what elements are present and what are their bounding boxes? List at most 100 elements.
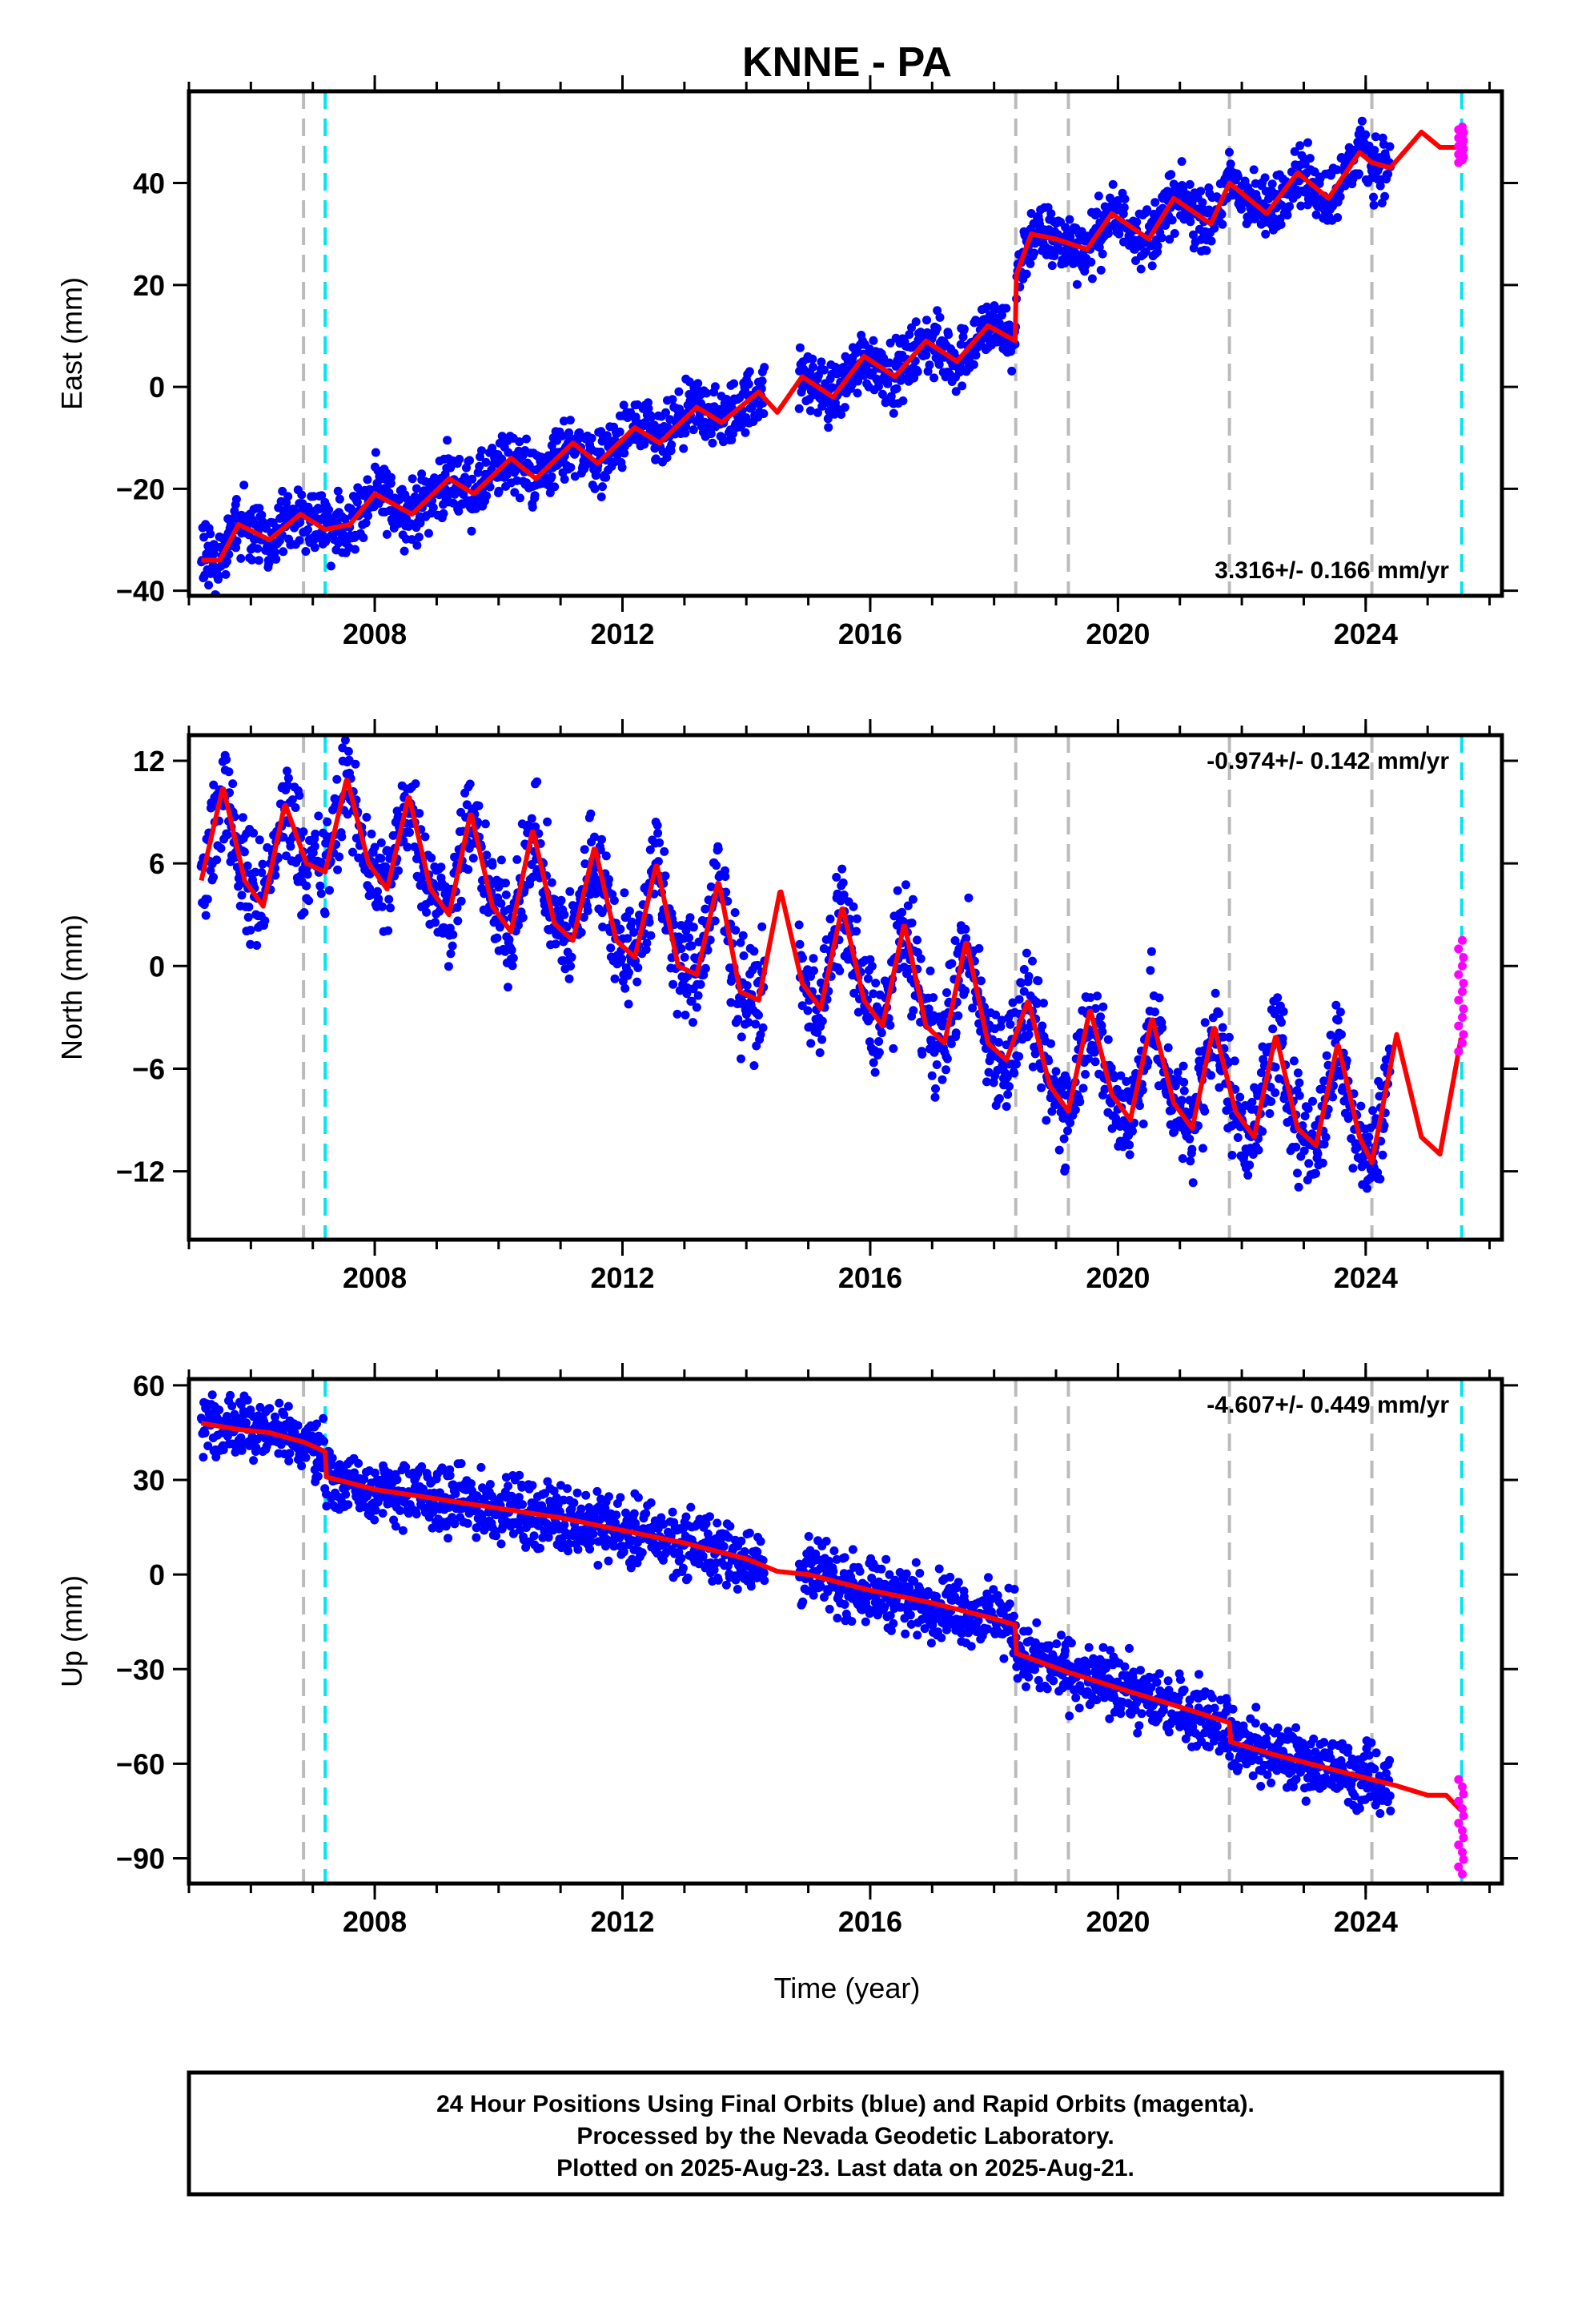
data-point — [751, 1019, 761, 1029]
data-point — [597, 834, 606, 844]
data-point — [572, 1488, 582, 1498]
data-point — [247, 555, 257, 565]
data-point — [1106, 1098, 1116, 1108]
data-point — [612, 1510, 621, 1520]
data-point — [1271, 1088, 1280, 1097]
y-tick-label: 12 — [133, 745, 165, 778]
data-point — [472, 1533, 481, 1542]
data-point — [271, 870, 280, 880]
data-point — [271, 548, 279, 557]
data-point — [255, 504, 264, 513]
data-point — [681, 1512, 691, 1522]
data-point — [392, 1475, 402, 1485]
data-point — [698, 1551, 708, 1561]
data-point — [1256, 1068, 1266, 1077]
data-point — [950, 936, 960, 945]
data-point — [1090, 1003, 1100, 1013]
data-point — [1368, 1106, 1378, 1116]
data-point — [1254, 1145, 1263, 1155]
plot-area — [189, 1379, 1502, 1884]
data-point — [731, 926, 741, 935]
data-point — [314, 811, 323, 821]
data-point — [911, 317, 921, 327]
data-point — [242, 1418, 251, 1428]
data-point — [942, 988, 951, 997]
data-point — [563, 1484, 572, 1494]
data-point — [620, 983, 630, 993]
data-point — [1311, 1168, 1320, 1178]
data-point — [335, 494, 344, 504]
data-point — [488, 860, 497, 870]
data-point — [508, 1529, 518, 1538]
data-point — [754, 1011, 763, 1020]
data-point — [954, 1011, 963, 1020]
y-tick-label: −40 — [116, 575, 165, 608]
data-point — [674, 387, 684, 396]
data-point — [1046, 1039, 1055, 1048]
data-point — [1098, 1027, 1107, 1036]
data-point — [1028, 1062, 1038, 1072]
data-point — [681, 1011, 690, 1019]
data-point — [1200, 1018, 1210, 1027]
data-point — [617, 954, 627, 963]
data-point — [552, 1493, 561, 1502]
data-point — [275, 1398, 284, 1408]
data-point — [1028, 956, 1037, 966]
data-point — [989, 1078, 998, 1088]
data-point — [1103, 229, 1113, 238]
data-point — [488, 444, 497, 452]
data-point — [580, 845, 589, 854]
data-point — [405, 828, 414, 837]
data-point — [1364, 1132, 1374, 1142]
data-point — [211, 1452, 221, 1462]
data-point — [1116, 1071, 1126, 1080]
data-point — [1078, 1084, 1088, 1093]
data-point — [668, 1507, 677, 1517]
data-point — [231, 543, 241, 553]
data-point — [612, 450, 622, 460]
plot-frame — [187, 89, 1504, 598]
data-point — [1200, 1107, 1210, 1116]
data-point — [758, 1023, 768, 1032]
data-point — [255, 835, 264, 845]
data-point — [601, 472, 611, 482]
data-point — [1003, 1090, 1013, 1100]
data-point — [1042, 1116, 1051, 1125]
data-point — [310, 543, 319, 553]
data-point — [713, 844, 723, 854]
data-point — [590, 832, 599, 842]
rapid-point — [1459, 979, 1468, 988]
data-point — [741, 1010, 751, 1019]
data-point — [246, 1405, 255, 1414]
data-point — [467, 1479, 476, 1489]
data-point — [286, 842, 295, 851]
data-point — [870, 1068, 880, 1077]
data-point — [898, 396, 908, 405]
data-point — [497, 454, 507, 464]
data-point — [1147, 261, 1157, 271]
data-point — [839, 891, 849, 899]
data-point — [982, 1077, 991, 1087]
data-point — [701, 904, 710, 914]
data-point — [219, 1445, 228, 1454]
data-point — [417, 1462, 427, 1471]
data-point — [1293, 1168, 1302, 1178]
data-point — [412, 1510, 421, 1519]
data-point — [1179, 1086, 1189, 1096]
data-point — [1098, 249, 1107, 259]
data-point — [624, 999, 633, 1009]
data-point — [946, 1039, 956, 1048]
data-point — [1369, 200, 1379, 210]
data-point — [284, 1456, 294, 1466]
data-point — [587, 433, 596, 443]
data-point — [852, 914, 861, 923]
data-point — [678, 1563, 688, 1573]
data-point — [579, 913, 588, 922]
data-point — [236, 553, 246, 563]
data-point — [237, 1445, 247, 1455]
rapid-point — [1454, 1021, 1464, 1031]
data-point — [223, 1412, 231, 1421]
data-point — [916, 954, 926, 963]
data-point — [299, 827, 308, 837]
data-point — [516, 493, 524, 503]
